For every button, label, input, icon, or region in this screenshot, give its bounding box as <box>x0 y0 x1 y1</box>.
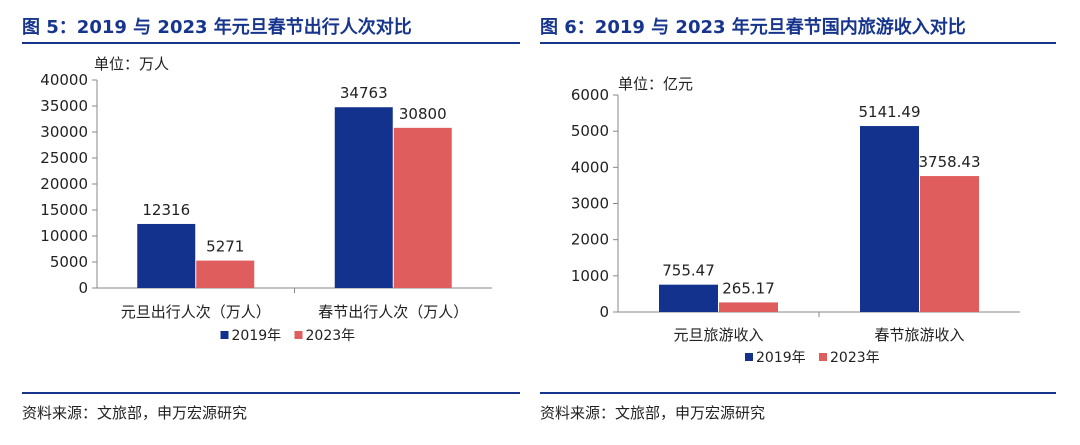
figure-6-panel: 图 6：2019 与 2023 年元旦春节国内旅游收入对比 0 1000 2000 3… <box>540 0 1056 445</box>
y-tick-label: 25000 <box>40 149 88 167</box>
category-label: 春节旅游收入 <box>874 326 964 344</box>
data-label: 30800 <box>399 105 447 123</box>
y-tick-label: 0 <box>78 279 88 297</box>
bar <box>719 302 778 312</box>
title-rule <box>540 42 1056 44</box>
unit-label: 单位：万人 <box>94 55 169 73</box>
category-label: 春节出行人次（万人） <box>318 303 468 321</box>
y-tick-label: 0 <box>599 303 609 321</box>
figure-5-title: 图 5：2019 与 2023 年元旦春节出行人次对比 <box>22 17 412 38</box>
unit-label: 单位：亿元 <box>618 75 693 93</box>
y-tick-label: 40000 <box>40 71 88 89</box>
y-tick-label: 15000 <box>40 201 88 219</box>
legend-swatch <box>745 353 753 361</box>
bar <box>860 126 919 313</box>
bar <box>393 127 452 288</box>
y-tick-label: 30000 <box>40 123 88 141</box>
legend-swatch <box>819 353 827 361</box>
legend-label: 2023年 <box>830 350 880 366</box>
bar <box>334 107 393 289</box>
title-rule <box>22 42 520 44</box>
source-rule <box>540 392 1056 394</box>
category-label: 元旦出行人次（万人） <box>121 303 271 321</box>
bar <box>659 284 718 312</box>
y-tick-label: 6000 <box>571 86 609 104</box>
figure-6-source: 资料来源：文旅部，申万宏源研究 <box>540 404 766 422</box>
data-label: 34763 <box>340 84 388 102</box>
data-label: 5271 <box>206 238 244 256</box>
y-tick-label: 20000 <box>40 175 88 193</box>
bar <box>920 176 979 312</box>
figure-5-source: 资料来源：文旅部，申万宏源研究 <box>22 404 248 422</box>
y-tick-label: 35000 <box>40 97 88 115</box>
data-label: 3758.43 <box>918 153 980 171</box>
legend-label: 2019年 <box>756 350 806 366</box>
figure-6-title: 图 6：2019 与 2023 年元旦春节国内旅游收入对比 <box>540 17 966 38</box>
legend-label: 2019年 <box>232 328 282 344</box>
data-label: 12316 <box>142 201 190 219</box>
y-tick-label: 2000 <box>571 231 609 249</box>
data-label: 265.17 <box>722 279 775 297</box>
bar <box>137 223 196 288</box>
figure-5-chart: 0 5000 10000 15000 20000 25000 30000 35000 40000… <box>40 55 492 344</box>
category-label: 元旦旅游收入 <box>673 326 763 344</box>
figure-5-panel: 图 5：2019 与 2023 年元旦春节出行人次对比 0 5000 10000 15… <box>22 0 520 445</box>
legend-label: 2023年 <box>306 328 356 344</box>
data-label: 755.47 <box>662 262 715 280</box>
legend-swatch <box>220 331 229 339</box>
bar <box>196 260 255 288</box>
y-tick-label: 3000 <box>571 195 609 213</box>
y-tick-label: 1000 <box>571 267 609 285</box>
y-tick-label: 5000 <box>50 253 88 271</box>
source-rule <box>22 392 520 394</box>
legend-swatch <box>294 331 303 339</box>
data-label: 5141.49 <box>858 103 920 121</box>
y-tick-label: 10000 <box>40 227 88 245</box>
figure-6-chart: 0 1000 2000 3000 4000 5000 6000 单位：亿元 755.47 265.… <box>571 75 1020 366</box>
y-tick-label: 5000 <box>571 122 609 140</box>
y-tick-label: 4000 <box>571 158 609 176</box>
